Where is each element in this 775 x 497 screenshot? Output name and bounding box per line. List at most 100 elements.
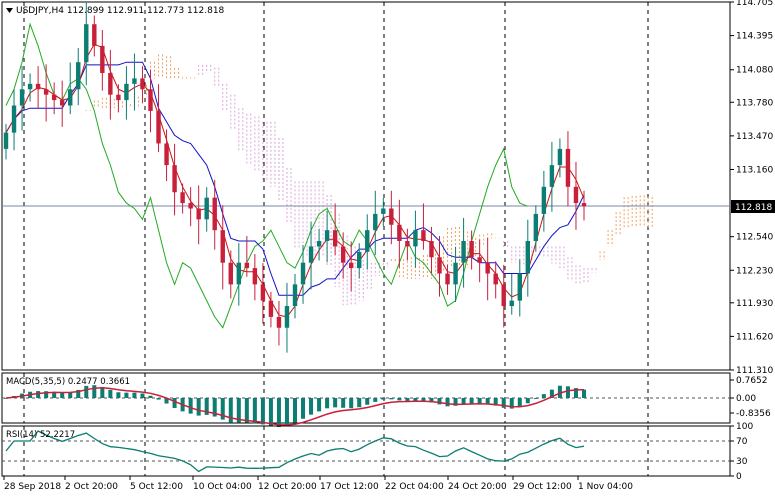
candle-body — [108, 72, 113, 95]
candle-body — [51, 94, 57, 101]
macd-bar — [493, 398, 498, 406]
candle-body — [212, 197, 217, 231]
macd-bar — [276, 398, 281, 428]
time-tick-label: 1 Nov 04:00 — [578, 482, 633, 492]
price-tick-label: 111.310 — [736, 366, 773, 376]
macd-bar — [453, 398, 458, 406]
chikou-span-line — [5, 22, 528, 329]
time-tick-label: 17 Oct 12:00 — [320, 482, 379, 492]
candle-body — [324, 230, 330, 242]
price-tick-label: 113.780 — [736, 98, 773, 108]
macd-bar — [317, 398, 322, 412]
macd-bar — [252, 398, 257, 424]
macd-bar — [244, 398, 249, 423]
time-tick-label: 24 Oct 20:00 — [448, 482, 507, 492]
macd-bar — [260, 398, 265, 425]
candle-body — [397, 224, 402, 242]
rsi-axis: 100 70 30 0 — [730, 422, 753, 482]
macd-bar — [541, 394, 546, 398]
last-price-marker — [731, 200, 775, 213]
macd-bar — [76, 389, 81, 398]
candle-body — [76, 62, 81, 90]
candle-body — [172, 165, 177, 193]
candle-body — [381, 208, 386, 214]
rsi-label: RSI(14) 52.2217 — [6, 430, 75, 440]
candle-body — [445, 273, 450, 285]
candle-body — [389, 208, 394, 225]
candle-body — [11, 105, 17, 133]
chart-menu-arrow-icon[interactable] — [6, 8, 13, 13]
time-tick-label: 10 Oct 04:00 — [193, 482, 252, 492]
rsi-tick-label: 0 — [736, 472, 742, 482]
macd-bar — [284, 398, 289, 426]
macd-bar — [36, 391, 41, 398]
macd-bar — [172, 398, 177, 408]
candle-body — [27, 83, 33, 90]
rsi-panel[interactable] — [1, 425, 731, 477]
candle-body — [357, 251, 362, 269]
main-price-panel[interactable] — [1, 1, 731, 371]
price-tick-label: 112.540 — [736, 233, 773, 243]
macd-bar — [140, 393, 145, 398]
macd-bar — [212, 398, 217, 417]
macd-bar — [148, 395, 153, 398]
rsi-line — [5, 430, 585, 473]
macd-bar — [469, 398, 474, 404]
macd-bar — [429, 398, 434, 403]
macd-bar — [3, 398, 9, 399]
macd-bar — [116, 392, 121, 398]
price-tick-label: 114.395 — [736, 32, 773, 42]
time-tick-label: 22 Oct 04:00 — [385, 482, 444, 492]
candle-body — [541, 186, 547, 214]
price-tick-label: 113.470 — [736, 132, 773, 142]
candle-body — [84, 24, 89, 63]
time-tick-label: 29 Oct 12:00 — [513, 482, 572, 492]
macd-bar — [68, 392, 73, 398]
macd-bar — [421, 398, 426, 402]
chart-header: USDJPY,H4 112.899 112.911 112.773 112.81… — [16, 6, 225, 16]
macd-axis: 0.7652 0.00 -0.8356 — [730, 376, 771, 419]
candle-body — [204, 197, 209, 220]
candle-body — [573, 186, 579, 204]
time-tick-label: 2 Oct 20:00 — [65, 482, 118, 492]
candle-body — [156, 110, 161, 144]
macd-bar — [485, 398, 490, 405]
macd-bar — [405, 398, 410, 402]
candle-body — [348, 262, 354, 269]
macd-bar — [188, 398, 193, 414]
candle-body — [365, 230, 370, 252]
candle-body — [292, 284, 298, 307]
candle-body — [260, 284, 266, 301]
price-tick-label: 114.705 — [736, 0, 773, 8]
candle-body — [124, 83, 129, 101]
macd-bar — [309, 398, 314, 415]
candle-body — [252, 268, 258, 285]
time-tick-label: 12 Oct 20:00 — [258, 482, 317, 492]
macd-bar — [437, 398, 442, 405]
price-tick-label: 111.930 — [736, 299, 773, 309]
macd-bar — [52, 391, 57, 398]
macd-bar — [357, 398, 362, 408]
rsi-tick-label: 70 — [736, 437, 748, 447]
macd-bar — [381, 398, 386, 400]
candle-body — [549, 165, 555, 187]
candle-body — [581, 203, 587, 207]
candle-body — [68, 89, 73, 106]
time-tick-label: 28 Sep 2018 — [4, 482, 61, 492]
candle-body — [236, 262, 242, 285]
macd-bar — [84, 385, 89, 398]
macd-bar — [397, 398, 402, 401]
price-tick-label: 113.160 — [736, 165, 773, 175]
macd-bar — [557, 385, 562, 398]
candle-body — [421, 230, 426, 242]
macd-bar — [525, 398, 530, 404]
macd-bar — [220, 398, 225, 420]
macd-bar — [132, 392, 137, 398]
candlesticks — [3, 2, 587, 353]
macd-bar — [565, 386, 570, 398]
macd-bar — [549, 389, 554, 398]
candle-body — [533, 213, 539, 242]
candle-body — [437, 257, 442, 274]
candle-body — [3, 132, 9, 149]
